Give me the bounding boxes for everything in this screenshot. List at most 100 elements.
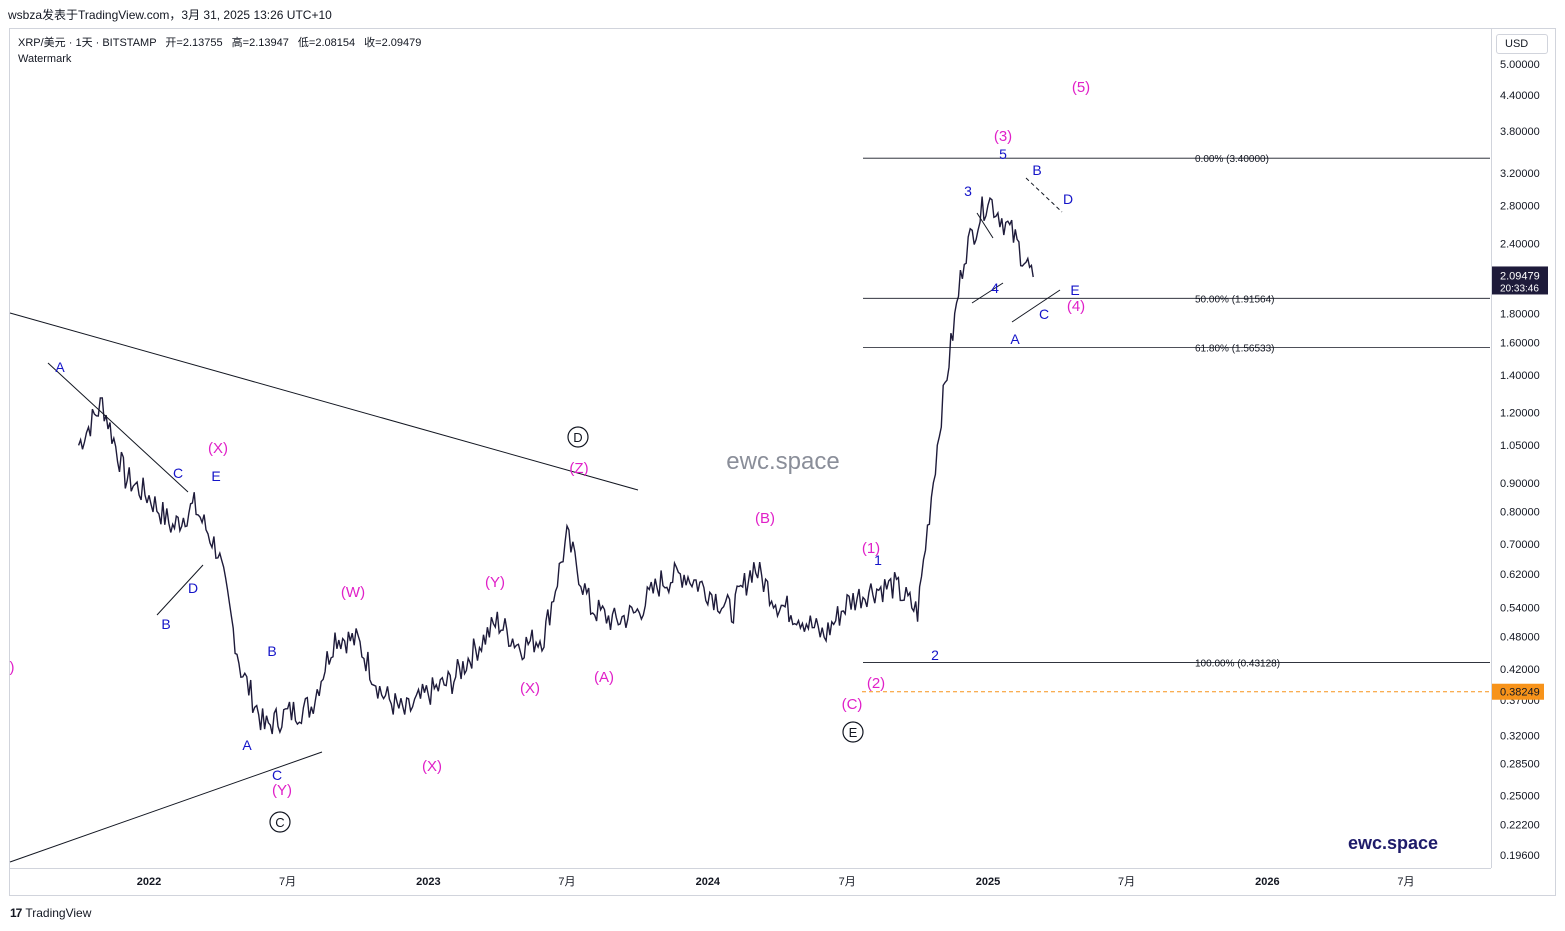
wave-label-magenta: (W) [341,584,365,601]
wave-label-blue: A [242,737,252,753]
trend-line[interactable] [156,564,204,616]
time-axis[interactable] [9,868,1491,896]
symbol-title[interactable]: XRP/美元 · 1天 · BITSTAMP [18,37,157,49]
wave-circle-marker [842,721,864,743]
price-tick-label: 0.28500 [1500,759,1540,771]
wave-label-circled: E [849,725,858,740]
wave-label-magenta: (Y) [485,574,505,591]
footer-brand[interactable]: 17 TradingView [10,906,91,920]
wave-labels: (X) (W) (Y) (X) (Y) (X) (Z) (A) (B) (C) (1) (2) (3) (… [10,79,1090,833]
price-tick-label: 0.25000 [1500,791,1540,803]
wave-label-blue: 1 [874,552,882,568]
price-tick-label: 0.48000 [1500,631,1540,643]
price-series [77,196,1034,735]
chart-frame[interactable] [9,28,1556,896]
fib-level-label: 100.00% (0.43128) [1195,658,1280,669]
time-tick-label: 2025 [976,876,1000,888]
trend-lines [9,177,1063,863]
wave-label-magenta: (X) [208,440,228,457]
wave-label-magenta: (3) [994,128,1012,145]
wave-label-blue: 5 [999,146,1007,162]
time-tick-label: 7月 [279,876,296,888]
time-tick-label: 7月 [1118,876,1135,888]
price-tick-label: 2.80000 [1500,201,1540,213]
wave-label-magenta: (X) [422,758,442,775]
wave-label-blue: C [1039,306,1049,322]
trend-line[interactable] [47,362,189,493]
time-tick-label: 7月 [1397,876,1414,888]
price-tick-label: 0.32000 [1500,730,1540,742]
wave-label-blue: D [188,580,198,596]
time-tick-label: 7月 [839,876,856,888]
high-value: 高=2.13947 [231,37,289,49]
wave-label-blue: 2 [931,647,939,663]
currency-selector[interactable]: USD [1496,34,1548,54]
price-tick-label: 0.19600 [1500,850,1540,862]
corner-watermark: ewc.space [1348,833,1438,853]
open-value: 开=2.13755 [165,37,223,49]
price-tick-label: 1.40000 [1500,370,1540,382]
symbol-legend: XRP/美元 · 1天 · BITSTAMP 开=2.13755 高=2.139… [18,35,421,67]
dashed-level-badge [1492,683,1544,700]
wave-label-blue: C [173,465,183,481]
fib-level-label: 61.80% (1.56533) [1195,344,1275,355]
wave-label-magenta: ) [10,659,15,676]
price-tick-label: 1.05000 [1500,440,1540,452]
trend-line[interactable] [1025,177,1063,213]
wave-label-blue: 4 [991,280,999,296]
price-tick-label: 3.80000 [1500,126,1540,138]
current-price-badge [1492,266,1548,295]
price-tick-label: 0.42000 [1500,664,1540,676]
price-tick-label: 1.80000 [1500,309,1540,321]
wave-label-blue: 3 [964,183,972,199]
trend-line[interactable] [1011,289,1061,323]
price-tick-label: 5.00000 [1500,59,1540,71]
bar-countdown: 20:33:46 [1500,283,1539,294]
time-tick-label: 2022 [137,876,161,888]
price-tick-label: 0.62000 [1500,569,1540,581]
wave-label-blue: B [1032,162,1041,178]
current-price-value: 2.09479 [1500,270,1540,282]
trend-line[interactable] [971,282,1004,304]
wave-label-blue: B [161,616,170,632]
wave-label-blue: A [1010,331,1020,347]
price-tick-label: 0.80000 [1500,507,1540,519]
dashed-level-value: 0.38249 [1500,687,1540,699]
wave-label-blue: B [267,643,276,659]
time-tick-label: 2023 [416,876,440,888]
wave-label-magenta: (A) [594,669,614,686]
trend-line[interactable] [9,312,639,491]
price-tick-label: 0.54000 [1500,603,1540,615]
wave-label-magenta: (C) [842,696,863,713]
footer-brand-text: TradingView [25,906,92,920]
center-watermark: ewc.space [726,448,839,475]
watermark-indicator-label[interactable]: Watermark [18,53,72,65]
wave-label-magenta: (2) [867,675,885,692]
trend-line[interactable] [9,751,323,863]
low-value: 低=2.08154 [297,37,356,49]
trend-line[interactable] [976,212,994,239]
tradingview-logo-icon: 17 [10,906,22,920]
wave-label-circled: C [275,815,284,830]
wave-label-magenta: (X) [520,680,540,697]
price-tick-label: 3.20000 [1500,168,1540,180]
fib-retracement: 0.00% (3.40000) 50.00% (1.91564) 61.80% (1… [862,154,1490,693]
time-tick-label: 7月 [558,876,575,888]
wave-label-circled: D [573,430,582,445]
price-axis[interactable] [1491,28,1556,868]
wave-label-magenta: (Z) [569,460,588,477]
close-value: 收=2.09479 [364,37,422,49]
wave-label-blue: E [1070,282,1079,298]
time-tick-label: 2026 [1255,876,1279,888]
publish-caption: wsbza发表于TradingView.com，3月 31, 2025 13:2… [8,8,332,22]
wave-label-magenta: (B) [755,510,775,527]
price-tick-label: 1.60000 [1500,337,1540,349]
fib-level-label: 0.00% (3.40000) [1195,154,1269,165]
wave-label-blue: A [55,359,65,375]
wave-label-blue: E [211,468,220,484]
price-tick-label: 0.22200 [1500,820,1540,832]
price-tick-label: 4.40000 [1500,90,1540,102]
wave-circle-marker [567,426,589,448]
wave-label-magenta: (4) [1067,298,1085,315]
